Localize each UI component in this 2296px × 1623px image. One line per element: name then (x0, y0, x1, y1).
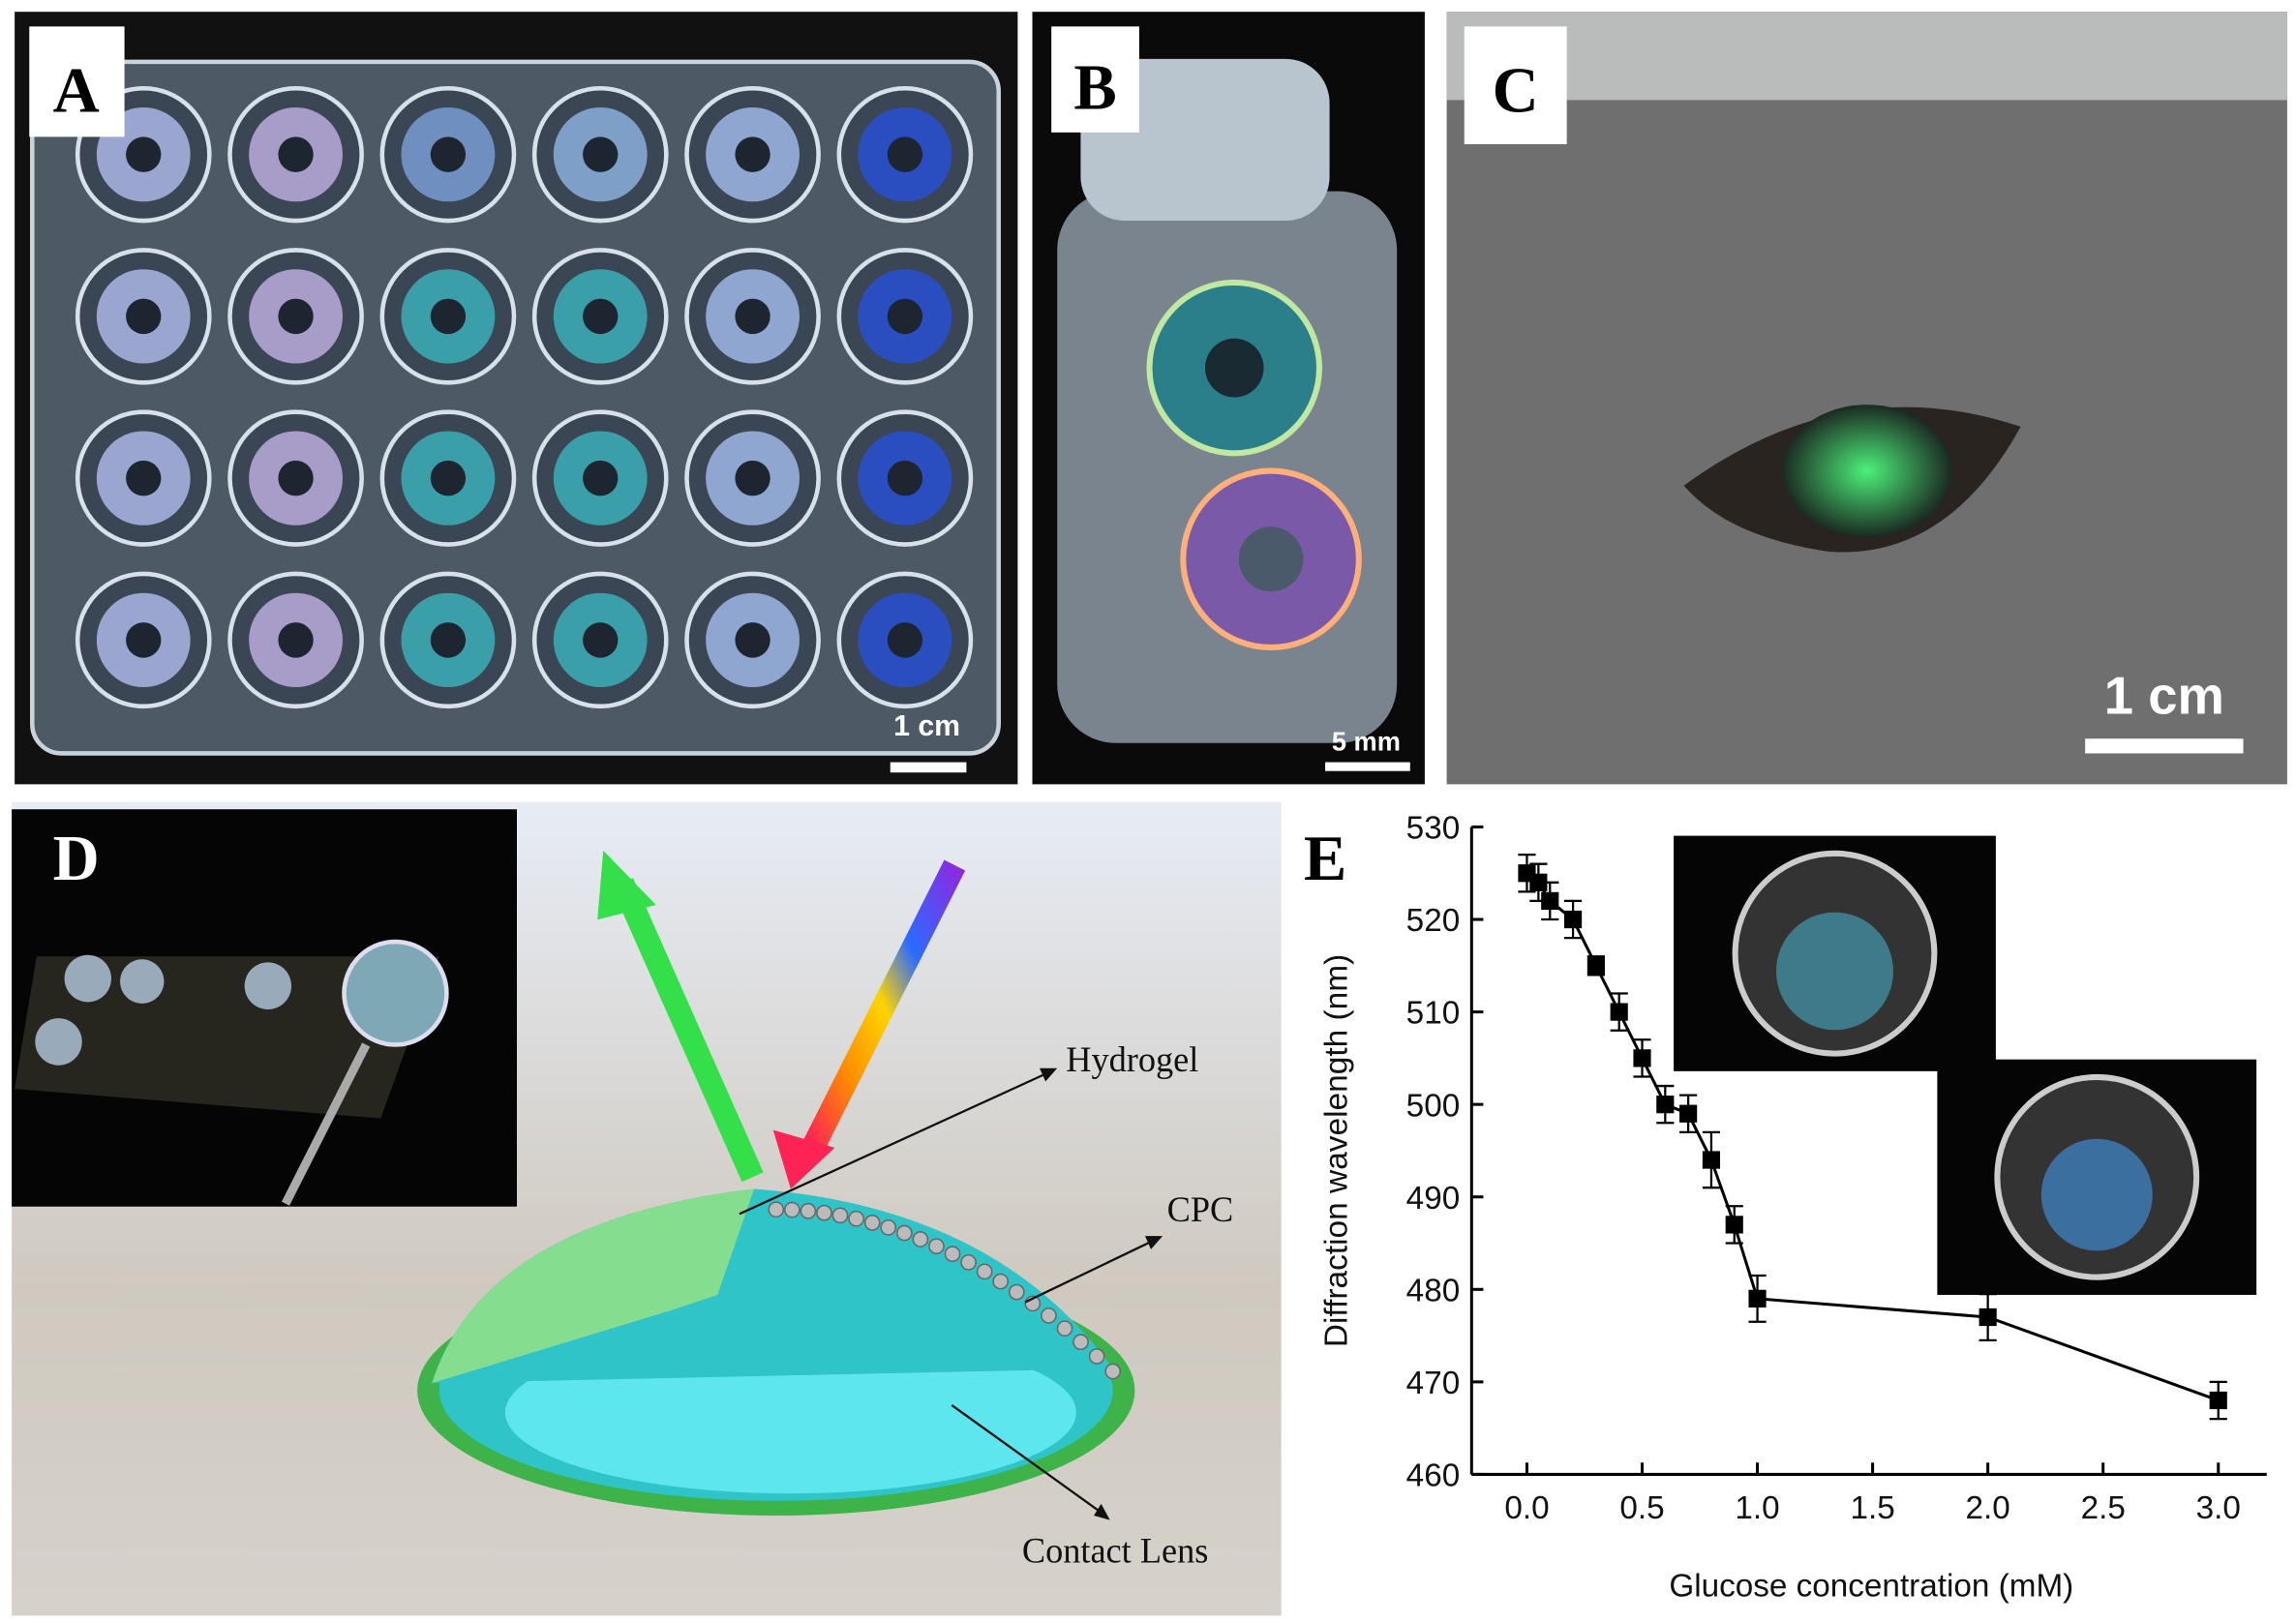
pupil (430, 460, 467, 496)
pupil (430, 622, 467, 658)
pupil (887, 136, 923, 172)
y-tick-label: 520 (1406, 903, 1461, 939)
diagram-label: Contact Lens (1022, 1532, 1208, 1571)
panel-label: B (1073, 52, 1116, 123)
pupil (887, 298, 923, 335)
point (1702, 1151, 1721, 1169)
bead (976, 1263, 993, 1280)
x-axis-title: Glucose concentration (mM) (1669, 1569, 2073, 1605)
pupil (430, 136, 467, 172)
pupil (583, 622, 619, 658)
point (1564, 910, 1583, 929)
diagram-label: Hydrogel (1066, 1040, 1198, 1079)
x-tick-label: 1.0 (1735, 1490, 1779, 1526)
x-tick-label: 0.0 (1504, 1490, 1549, 1526)
bead (1088, 1348, 1105, 1365)
point (1529, 873, 1548, 891)
pupil (583, 136, 619, 172)
y-axis-title: Diffraction wavelength (nm) (1319, 954, 1355, 1347)
point (1656, 1096, 1675, 1114)
bead (800, 1202, 817, 1219)
pupil (735, 136, 770, 172)
panel-b: B 5 mm (1032, 12, 1425, 785)
pupil (278, 460, 314, 496)
pupil (126, 622, 162, 658)
bead (992, 1273, 1010, 1290)
panel-label: A (53, 55, 100, 126)
panel-label: C (1493, 55, 1539, 126)
point (2209, 1391, 2227, 1410)
bead (1056, 1320, 1073, 1337)
panel-a: A 1 cm (15, 12, 1018, 785)
point (1541, 891, 1559, 911)
y-tick-label: 530 (1406, 811, 1461, 847)
bead (831, 1207, 849, 1224)
pupil (583, 298, 619, 335)
panel-e: E Glucose concentration (mM) Diffraction… (1304, 811, 2267, 1605)
pupil (583, 460, 619, 496)
panel-label: D (53, 824, 100, 894)
point (1633, 1049, 1651, 1067)
x-tick-label: 2.5 (2081, 1490, 2126, 1526)
panel-c: C 1 cm (1446, 12, 2287, 785)
y-tick-label: 490 (1406, 1181, 1461, 1217)
pupil (126, 298, 162, 335)
x-tick-label: 2.0 (1966, 1490, 2010, 1526)
scale-bar-label: 1 cm (893, 710, 960, 742)
y-tick-label: 470 (1406, 1366, 1461, 1401)
bead (895, 1224, 913, 1242)
pupil (278, 622, 314, 658)
point (1610, 1003, 1628, 1021)
point (1725, 1216, 1743, 1234)
bead (863, 1215, 881, 1231)
diagram-label: CPC (1167, 1190, 1234, 1229)
bead (848, 1210, 864, 1227)
pupil (735, 298, 770, 335)
pupil (126, 460, 162, 496)
bead (1008, 1283, 1025, 1301)
y-tick-label: 480 (1406, 1273, 1461, 1308)
y-tick-label: 460 (1406, 1458, 1461, 1494)
x-tick-label: 3.0 (2196, 1490, 2241, 1526)
point (1586, 956, 1605, 975)
bead (944, 1246, 961, 1263)
bead (960, 1254, 977, 1271)
pupil (735, 460, 770, 496)
bead (1041, 1307, 1057, 1324)
point (1748, 1289, 1767, 1307)
pupil (887, 460, 923, 496)
y-tick-label: 500 (1406, 1088, 1461, 1124)
panel-label: E (1304, 824, 1346, 894)
bead (912, 1231, 929, 1247)
bead (1104, 1363, 1122, 1380)
pupil (278, 298, 314, 335)
point (1979, 1307, 1997, 1327)
scale-bar-label: 1 cm (2104, 666, 2224, 725)
bead (1072, 1334, 1089, 1351)
bead (880, 1218, 897, 1236)
pupil (430, 298, 467, 335)
scale-bar-label: 5 mm (1332, 726, 1401, 756)
bead (816, 1204, 832, 1221)
pupil (278, 136, 314, 172)
pupil (126, 136, 162, 172)
pupil (887, 622, 923, 658)
point (1679, 1104, 1698, 1123)
bead (768, 1201, 785, 1218)
pupil (735, 622, 770, 658)
panel-d: Hydrogel CPC Contact Lens D (12, 801, 1282, 1616)
bead (928, 1238, 945, 1255)
y-tick-label: 510 (1406, 996, 1461, 1032)
x-tick-label: 1.5 (1850, 1490, 1894, 1526)
bead (784, 1201, 801, 1218)
x-tick-label: 0.5 (1619, 1490, 1664, 1526)
